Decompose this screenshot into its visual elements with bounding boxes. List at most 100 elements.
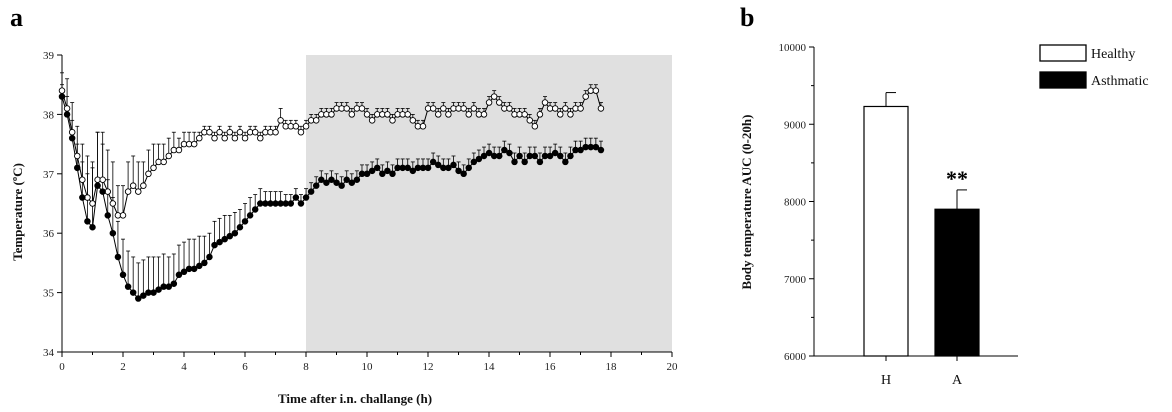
data-point-asthmatic bbox=[221, 235, 228, 243]
data-point-asthmatic bbox=[409, 167, 417, 175]
data-point-asthmatic bbox=[312, 182, 320, 189]
data-point-asthmatic bbox=[373, 164, 381, 172]
data-point-asthmatic bbox=[521, 158, 528, 166]
data-point-healthy bbox=[140, 182, 147, 189]
bar-a bbox=[934, 208, 980, 357]
data-point-healthy bbox=[89, 200, 96, 207]
data-point-asthmatic bbox=[470, 158, 478, 166]
data-point-asthmatic bbox=[450, 161, 457, 169]
data-point-asthmatic bbox=[79, 194, 86, 201]
data-point-asthmatic bbox=[201, 259, 208, 267]
temperature-line-chart: 34 35 36 37 38 39 0 2 4 6 8 10 12 14 16 18 20 bbox=[43, 50, 678, 373]
data-point-healthy bbox=[79, 176, 86, 183]
data-point-healthy bbox=[526, 117, 534, 124]
data-point-asthmatic bbox=[511, 158, 518, 166]
data-point-asthmatic bbox=[74, 164, 81, 172]
bar-y-tick-label: 10000 bbox=[779, 42, 807, 54]
data-point-healthy bbox=[363, 111, 371, 118]
category-label: H bbox=[881, 373, 891, 388]
data-point-healthy bbox=[257, 134, 264, 142]
data-point-healthy bbox=[277, 117, 284, 124]
data-point-asthmatic bbox=[434, 161, 442, 169]
data-point-healthy bbox=[460, 105, 467, 112]
data-point-asthmatic bbox=[562, 158, 569, 166]
data-point-asthmatic bbox=[292, 194, 300, 201]
data-point-healthy bbox=[328, 111, 335, 118]
x-axis-label: Time after i.n. challange (h) bbox=[278, 391, 432, 406]
data-point-asthmatic bbox=[363, 170, 371, 178]
x-tick-label: 12 bbox=[423, 361, 434, 373]
data-point-asthmatic bbox=[328, 176, 335, 183]
data-point-asthmatic bbox=[465, 164, 472, 172]
data-point-healthy bbox=[74, 152, 81, 160]
data-point-healthy bbox=[531, 123, 539, 130]
data-point-healthy bbox=[236, 128, 244, 136]
data-point-asthmatic bbox=[89, 224, 96, 231]
data-point-asthmatic bbox=[140, 292, 147, 299]
data-point-asthmatic bbox=[155, 286, 162, 293]
bar-y-tick-label: 8000 bbox=[784, 197, 807, 209]
y-tick-label: 39 bbox=[43, 50, 55, 62]
data-point-asthmatic bbox=[577, 146, 584, 154]
data-point-asthmatic bbox=[597, 146, 605, 154]
data-point-asthmatic bbox=[165, 283, 173, 290]
data-point-healthy bbox=[196, 134, 203, 142]
data-point-healthy bbox=[68, 128, 76, 136]
data-point-asthmatic bbox=[211, 241, 218, 249]
data-point-healthy bbox=[368, 117, 376, 124]
data-point-asthmatic bbox=[506, 149, 513, 157]
data-point-asthmatic bbox=[104, 212, 112, 219]
data-point-healthy bbox=[389, 117, 396, 124]
data-point-healthy bbox=[434, 111, 442, 118]
x-tick-label: 14 bbox=[484, 361, 496, 373]
x-tick-label: 18 bbox=[606, 361, 618, 373]
y-tick-label: 38 bbox=[43, 109, 55, 121]
data-point-asthmatic bbox=[348, 179, 356, 186]
significance-marker: ** bbox=[946, 166, 968, 191]
data-point-healthy bbox=[485, 99, 493, 106]
data-point-asthmatic bbox=[557, 152, 564, 160]
bar-y-tick-label: 7000 bbox=[784, 274, 807, 286]
x-tick-label: 16 bbox=[545, 361, 557, 373]
data-point-asthmatic bbox=[429, 158, 437, 166]
data-point-healthy bbox=[440, 105, 447, 112]
panel-a-label: a bbox=[10, 3, 23, 32]
data-point-healthy bbox=[582, 93, 589, 100]
legend-swatch-healthy bbox=[1039, 44, 1087, 62]
data-point-asthmatic bbox=[241, 218, 249, 225]
data-point-healthy bbox=[119, 212, 127, 219]
data-point-asthmatic bbox=[216, 238, 223, 246]
data-point-asthmatic bbox=[496, 152, 503, 160]
data-point-healthy bbox=[567, 111, 574, 118]
data-point-healthy bbox=[404, 111, 411, 118]
bar-h bbox=[863, 105, 909, 357]
data-point-healthy bbox=[145, 170, 152, 178]
data-point-healthy bbox=[592, 87, 600, 94]
data-point-healthy bbox=[221, 134, 228, 142]
data-point-asthmatic bbox=[58, 93, 66, 100]
data-point-asthmatic bbox=[63, 111, 71, 118]
legend-label-healthy: Healthy bbox=[1091, 47, 1135, 62]
data-point-asthmatic bbox=[297, 200, 305, 207]
data-point-asthmatic bbox=[475, 155, 483, 163]
data-point-asthmatic bbox=[353, 176, 361, 183]
data-point-healthy bbox=[445, 111, 452, 118]
y-tick-label: 34 bbox=[43, 347, 55, 359]
data-point-healthy bbox=[480, 111, 488, 118]
data-point-healthy bbox=[63, 105, 71, 112]
legend: Healthy Asthmatic bbox=[1039, 44, 1149, 89]
data-point-asthmatic bbox=[480, 152, 488, 160]
data-point-asthmatic bbox=[190, 265, 198, 273]
data-point-asthmatic bbox=[455, 167, 462, 175]
y-tick-label: 37 bbox=[43, 169, 55, 181]
data-point-healthy bbox=[490, 93, 498, 100]
data-point-healthy bbox=[99, 176, 106, 183]
data-point-healthy bbox=[216, 128, 223, 136]
data-point-healthy bbox=[150, 164, 157, 172]
data-point-asthmatic bbox=[287, 200, 295, 207]
data-point-asthmatic bbox=[94, 182, 101, 189]
data-point-asthmatic bbox=[119, 271, 127, 279]
data-point-asthmatic bbox=[318, 176, 325, 183]
data-point-asthmatic bbox=[445, 164, 452, 172]
